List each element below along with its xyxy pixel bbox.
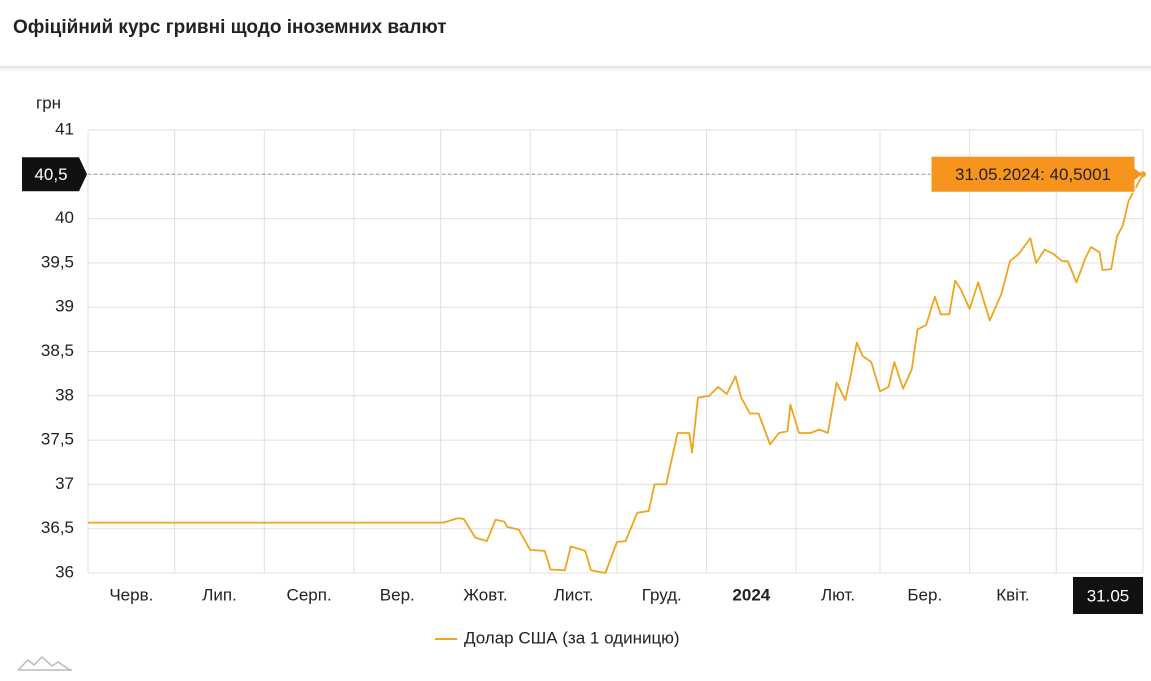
- point-marker: [1140, 171, 1146, 178]
- data-line: [88, 173, 1144, 574]
- legend-label: Долар США (за 1 одиницю): [464, 628, 680, 647]
- x-tick-label: Серп.: [287, 585, 332, 604]
- y-axis-label: грн: [36, 93, 61, 112]
- y-tick-label: 37: [55, 474, 74, 493]
- x-tick-label: Вер.: [380, 585, 415, 604]
- x-tick-label: Квіт.: [996, 585, 1029, 604]
- y-crosshair-badge: [22, 157, 87, 192]
- x-tick-label: Лист.: [554, 585, 594, 604]
- y-tick-label: 40: [55, 208, 74, 227]
- x-tick-label: Черв.: [109, 585, 153, 604]
- y-tick-label: 38: [55, 385, 74, 404]
- x-tick-label: 2024: [732, 585, 770, 604]
- x-tick-label: Лип.: [202, 585, 237, 604]
- y-tick-label: 41: [55, 119, 74, 138]
- y-tick-label: 39: [55, 297, 74, 316]
- x-tick-label: Лют.: [821, 585, 855, 604]
- y-tick-label: 36: [55, 562, 74, 581]
- y-crosshair-label: 40,5: [34, 165, 67, 184]
- logo: [17, 655, 72, 671]
- y-tick-label: 38,5: [41, 341, 74, 360]
- page-title: Офіційний курс гривні щодо іноземних вал…: [13, 17, 447, 38]
- x-crosshair-label: 31.05: [1087, 586, 1130, 605]
- separator: [0, 66, 1151, 68]
- x-tick-label: Бер.: [907, 585, 942, 604]
- tooltip-text: 31.05.2024: 40,5001: [955, 165, 1111, 184]
- y-tick-label: 39,5: [41, 252, 74, 271]
- x-tick-label: Груд.: [642, 585, 682, 604]
- x-tick-label: Жовт.: [463, 585, 507, 604]
- y-tick-label: 36,5: [41, 518, 74, 537]
- tooltip-box: [930, 155, 1144, 193]
- x-crosshair-badge: [1073, 577, 1143, 614]
- y-tick-label: 37,5: [41, 430, 74, 449]
